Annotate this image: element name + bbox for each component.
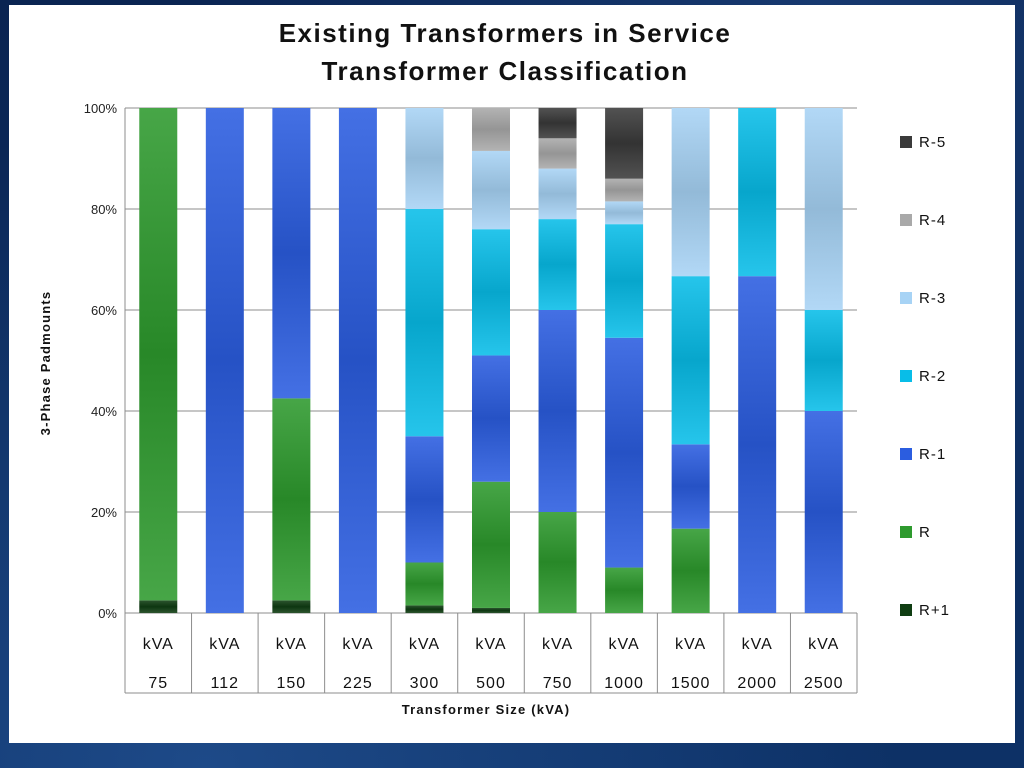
legend-label: R-5 — [919, 134, 946, 151]
bar-segment-r-1-150 — [272, 108, 311, 399]
bar-segment-r-5-1000 — [605, 108, 644, 179]
category-size-label: 2000 — [737, 675, 777, 692]
bar-segment-r-1-500 — [472, 355, 510, 482]
legend-label: R — [919, 524, 931, 541]
category-size-label: 225 — [343, 675, 373, 692]
category-unit-label: kVA — [475, 636, 506, 653]
y-tick-label: 0% — [98, 606, 117, 621]
bar-segment-r-1-1000 — [605, 337, 644, 568]
legend-swatch-r — [900, 526, 912, 538]
bar-segment-r-1-2000 — [738, 276, 777, 613]
bar-segment-r-2-750 — [538, 219, 577, 310]
bar-segment-r-2-2500 — [804, 310, 843, 411]
category-unit-label: kVA — [276, 636, 307, 653]
bar-segment-r-4-750 — [538, 138, 577, 169]
bar-segment-r-75 — [139, 108, 178, 601]
legend-label: R-3 — [919, 290, 946, 307]
bar-segment-r-1-112 — [205, 108, 244, 613]
bar-segment-rplus1-150 — [272, 600, 311, 613]
category-unit-label: kVA — [609, 636, 640, 653]
category-size-label: 750 — [543, 675, 573, 692]
y-axis-label: 3-Phase Padmounts — [38, 291, 53, 436]
bar-segment-r-3-2500 — [804, 108, 843, 310]
legend-swatch-r-4 — [900, 214, 912, 226]
bar-segment-r-150 — [272, 398, 311, 601]
bar-segment-r-3-1000 — [605, 201, 644, 225]
y-tick-label: 80% — [91, 202, 117, 217]
category-unit-label: kVA — [808, 636, 839, 653]
slide-frame: Existing Transformers in Service Transfo… — [9, 5, 1015, 743]
bar-segment-r-3-1500 — [671, 108, 710, 277]
category-unit-label: kVA — [542, 636, 573, 653]
legend-label: R-2 — [919, 368, 946, 385]
chart-subtitle: Transformer Classification — [322, 56, 689, 86]
bar-segment-r-2-1500 — [671, 276, 710, 445]
bar-segment-r-500 — [472, 481, 510, 608]
bar-segment-r-5-750 — [538, 108, 577, 139]
bar-segment-r-1000 — [605, 567, 644, 613]
y-tick-label: 20% — [91, 505, 117, 520]
bar-segment-rplus1-300 — [405, 605, 444, 613]
category-size-label: 112 — [211, 675, 240, 692]
category-unit-label: kVA — [143, 636, 174, 653]
bar-segment-r-1-300 — [405, 436, 444, 563]
category-unit-label: kVA — [742, 636, 773, 653]
y-tick-label: 60% — [91, 303, 117, 318]
legend-swatch-r-2 — [900, 370, 912, 382]
bar-segment-r-2-500 — [472, 229, 510, 356]
category-labels: kVA 75 kVA 112 kVA 150 kVA 225 kVA 300 kVA 500 kVA 75… — [143, 636, 844, 692]
category-size-label: 75 — [148, 675, 168, 692]
legend-swatch-r-5 — [900, 136, 912, 148]
bar-segment-r-2-2000 — [738, 108, 777, 277]
bar-segment-r-1-225 — [338, 108, 377, 613]
bar-segment-r-3-500 — [472, 150, 510, 230]
bar-segment-r-4-1000 — [605, 178, 644, 202]
bar-segment-r-4-500 — [472, 108, 510, 151]
category-size-label: 1000 — [604, 675, 644, 692]
bar-segment-r-750 — [538, 512, 577, 613]
category-unit-label: kVA — [342, 636, 373, 653]
y-axis-ticks: 0% 20% 40% 60% 80% 100% — [84, 101, 118, 621]
bar-segment-r-3-750 — [538, 168, 577, 220]
category-size-label: 500 — [476, 675, 506, 692]
chart-title: Existing Transformers in Service — [279, 18, 732, 48]
legend-swatch-r-3 — [900, 292, 912, 304]
category-unit-label: kVA — [675, 636, 706, 653]
bar-segment-r-300 — [405, 562, 444, 606]
x-axis-label: Transformer Size (kVA) — [402, 702, 570, 717]
bar-segment-r-1-1500 — [671, 444, 710, 529]
category-unit-label: kVA — [209, 636, 240, 653]
y-tick-label: 100% — [84, 101, 118, 116]
bar-segment-rplus1-500 — [472, 607, 510, 613]
category-size-label: 2500 — [804, 675, 844, 692]
legend-label: R+1 — [919, 602, 950, 619]
bar-segment-rplus1-75 — [139, 600, 178, 613]
bars — [139, 108, 843, 613]
category-size-label: 300 — [410, 675, 440, 692]
bar-segment-r-1-2500 — [804, 411, 843, 613]
y-tick-label: 40% — [91, 404, 117, 419]
legend-swatch-rplus1 — [900, 604, 912, 616]
legend-label: R-1 — [919, 446, 946, 463]
category-size-label: 150 — [277, 675, 307, 692]
category-size-label: 1500 — [671, 675, 711, 692]
bar-segment-r-2-1000 — [605, 224, 644, 338]
legend-label: R-4 — [919, 212, 946, 229]
bar-segment-r-2-300 — [405, 209, 444, 437]
bar-segment-r-3-300 — [405, 108, 444, 209]
category-unit-label: kVA — [409, 636, 440, 653]
bar-segment-r-1-750 — [538, 310, 577, 512]
bar-segment-r-1500 — [671, 528, 710, 613]
legend: R-5 R-4 R-3 R-2 R-1 R R+1 — [900, 134, 950, 619]
stacked-bar-chart: Existing Transformers in Service Transfo… — [38, 18, 950, 717]
legend-swatch-r-1 — [900, 448, 912, 460]
